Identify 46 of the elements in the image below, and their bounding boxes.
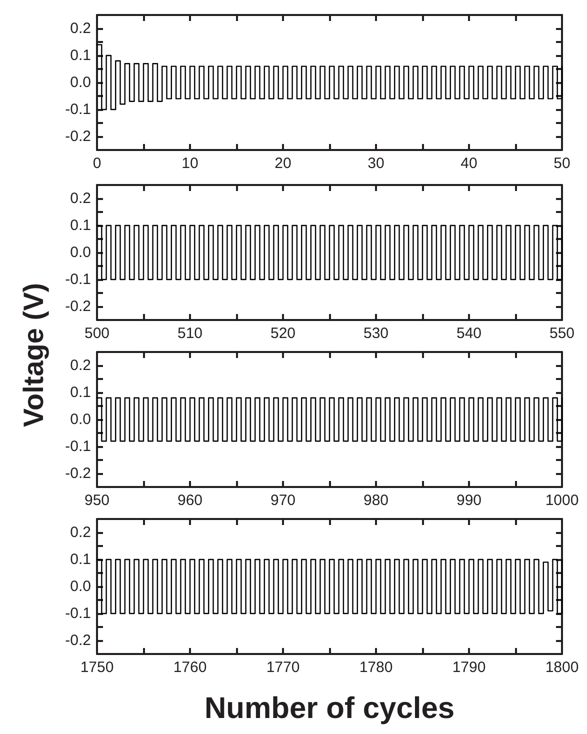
x-tick-label: 1760 <box>173 659 207 676</box>
y-tick-label: 0.0 <box>70 244 91 261</box>
y-tick-label: 0.1 <box>70 47 91 64</box>
y-tick-label: -0.1 <box>65 101 91 118</box>
y-tick-label: 0.2 <box>70 524 91 541</box>
x-tick-label: 20 <box>274 155 292 172</box>
x-tick-label: 40 <box>460 155 478 172</box>
x-tick-label: 1750 <box>80 659 114 676</box>
x-tick-label: 550 <box>549 325 575 342</box>
x-tick-label: 10 <box>182 155 198 172</box>
y-tick-label: -0.1 <box>65 271 91 288</box>
x-tick-label: 1770 <box>266 659 300 676</box>
x-tick-label: 500 <box>84 325 110 342</box>
x-tick-label: 0 <box>92 155 102 172</box>
y-tick-label: 0.2 <box>70 357 91 374</box>
y-tick-label: 0.1 <box>70 217 91 234</box>
y-tick-label: 0.2 <box>70 20 91 37</box>
x-tick-label: 540 <box>456 325 482 342</box>
y-tick-label: 0.0 <box>70 74 91 91</box>
x-tick-label: 1790 <box>452 659 486 676</box>
y-tick-label: 0.0 <box>70 411 91 428</box>
y-tick-label: -0.1 <box>65 438 91 455</box>
x-tick-label: 950 <box>84 492 110 509</box>
x-axis-title: Number of cycles <box>204 692 455 726</box>
x-tick-label: 1000 <box>545 492 579 509</box>
x-tick-label: 1780 <box>359 659 393 676</box>
x-tick-label: 50 <box>554 155 570 172</box>
x-tick-label: 510 <box>177 325 203 342</box>
y-tick-label: -0.2 <box>65 465 91 482</box>
y-tick-label: -0.2 <box>65 128 91 145</box>
y-tick-label: 0.2 <box>70 190 91 207</box>
x-tick-label: 520 <box>270 325 296 342</box>
x-tick-label: 30 <box>368 155 384 172</box>
x-tick-label: 990 <box>456 492 482 509</box>
x-tick-label: 980 <box>363 492 389 509</box>
x-tick-label: 530 <box>363 325 389 342</box>
y-tick-label: -0.2 <box>65 298 91 315</box>
x-tick-label: 960 <box>177 492 203 509</box>
x-tick-label: 1800 <box>545 659 579 676</box>
y-axis-title: Voltage (V) <box>18 282 50 428</box>
y-tick-label: 0.1 <box>70 384 91 401</box>
y-tick-label: 0.0 <box>70 578 91 595</box>
x-tick-label: 970 <box>270 492 296 509</box>
y-tick-label: 0.1 <box>70 551 91 568</box>
y-tick-label: -0.2 <box>65 632 91 649</box>
y-tick-label: -0.1 <box>65 605 91 622</box>
